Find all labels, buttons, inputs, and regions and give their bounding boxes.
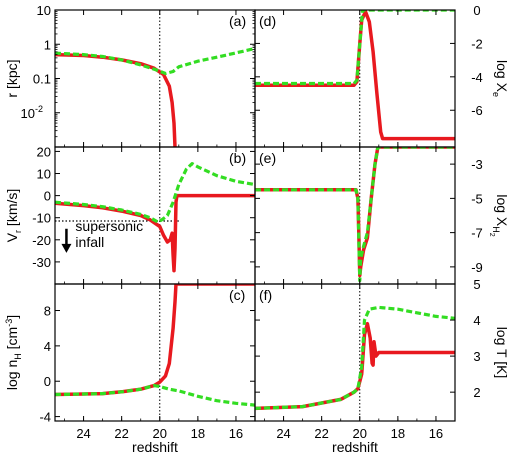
series-dashed-line-b: [55, 162, 255, 224]
panel-frame-b: [54, 146, 256, 285]
annotation-text: supersonic: [75, 218, 143, 234]
y-tick-label-c: -4: [39, 410, 51, 425]
y-tick-label-c: 4: [44, 339, 51, 354]
panel-c: 8 4 0 -4 24 22 20 18 16 redshift (c) log nH [cm-3]: [4, 283, 256, 455]
y-axis-label-b: Vr [km/s]: [4, 189, 23, 243]
y-tick-label-f: 5: [473, 277, 480, 292]
panel-label-d: (d): [259, 13, 276, 29]
y-tick-label-e: -9: [471, 260, 483, 275]
panel-label-b: (b): [229, 150, 246, 166]
x-tick-label: 20: [353, 426, 367, 441]
x-tick-label: 22: [114, 426, 128, 441]
series-solid-line-d: [255, 10, 455, 141]
series-dashed-line-d: [255, 10, 455, 86]
y-tick-label-b: -30: [32, 255, 51, 270]
y-axis-label-a: r [kpc]: [4, 59, 20, 97]
y-tick-label-a: 0.1: [33, 72, 51, 87]
y-axis-label-f: log T [K]: [494, 327, 507, 379]
series-dashed-line-a: [55, 46, 255, 76]
y-tick-label-b: 10: [37, 167, 51, 182]
y-tick-label-b: 20: [37, 144, 51, 159]
panel-d: 0 -2 -4 -6 (d) log Xe: [254, 3, 507, 148]
panel-frame-f: [254, 283, 456, 422]
y-tick-label-d: -6: [471, 103, 483, 118]
y-tick-label-e: -7: [471, 226, 483, 241]
y-tick-label-a: 10: [37, 3, 51, 18]
y-tick-label-a: 10-2: [21, 104, 43, 121]
x-tick-label: 16: [229, 426, 243, 441]
panel-label-c: (c): [229, 287, 245, 303]
y-axis-label-c: log nH [cm-3]: [4, 315, 23, 390]
down-arrow-icon: [61, 243, 72, 253]
panel-f: 5 4 3 2 24 22 20 18 16 redshift (f) log T [K]: [254, 277, 507, 455]
y-tick-label-e: -5: [471, 191, 483, 206]
y-tick-label-d: 0: [473, 3, 480, 18]
x-tick-label: 18: [191, 426, 205, 441]
x-tick-label: 20: [153, 426, 167, 441]
x-tick-label: 18: [391, 426, 405, 441]
panel-frame-d: [254, 9, 456, 148]
panel-label-f: (f): [259, 287, 272, 303]
panel-b: 20 10 0 -10 -20 -30 (b) Vr [km/s] supersonicinfa…: [4, 144, 256, 285]
x-tick-label: 22: [314, 426, 328, 441]
panel-frame-a: [54, 9, 256, 148]
series-solid-line-e: [255, 147, 455, 278]
y-tick-label-b: -10: [32, 211, 51, 226]
y-tick-label-c: 0: [44, 374, 51, 389]
series-solid-line-f: [255, 321, 455, 411]
panel-label-a: (a): [229, 13, 246, 29]
x-axis-label: redshift: [132, 439, 178, 455]
series-dashed-line-c: [55, 384, 255, 407]
y-tick-label-f: 2: [473, 385, 480, 400]
y-tick-label-e: -3: [471, 157, 483, 172]
y-tick-label-d: -2: [471, 36, 483, 51]
y-tick-label-d: -4: [471, 70, 483, 85]
y-tick-label-a: 1: [44, 37, 51, 52]
y-axis-label-d: log Xe: [491, 60, 507, 97]
series-dashed-line-e: [255, 147, 455, 283]
y-tick-label-b: -20: [32, 233, 51, 248]
y-tick-label-b: 0: [44, 189, 51, 204]
x-tick-label: 24: [76, 426, 90, 441]
panel-frame-e: [254, 146, 456, 285]
panel-label-e: (e): [259, 150, 276, 166]
series-dashed-line-f: [255, 305, 455, 410]
panel-e: -3 -5 -7 -9 (e) log XH2: [254, 146, 507, 285]
series-solid-line-c: [55, 284, 255, 397]
y-tick-label-c: 8: [44, 304, 51, 319]
annotation-text: infall: [75, 234, 104, 250]
x-tick-label: 16: [429, 426, 443, 441]
y-tick-label-f: 4: [473, 313, 480, 328]
series-solid-line-a: [55, 52, 177, 147]
panel-a: 10 1 0.1 10-2 (a) r [kpc]: [4, 3, 256, 148]
y-axis-label-e: log XH2: [488, 194, 507, 236]
x-tick-label: 24: [276, 426, 290, 441]
x-axis-label: redshift: [332, 439, 378, 455]
y-tick-label-f: 3: [473, 349, 480, 364]
